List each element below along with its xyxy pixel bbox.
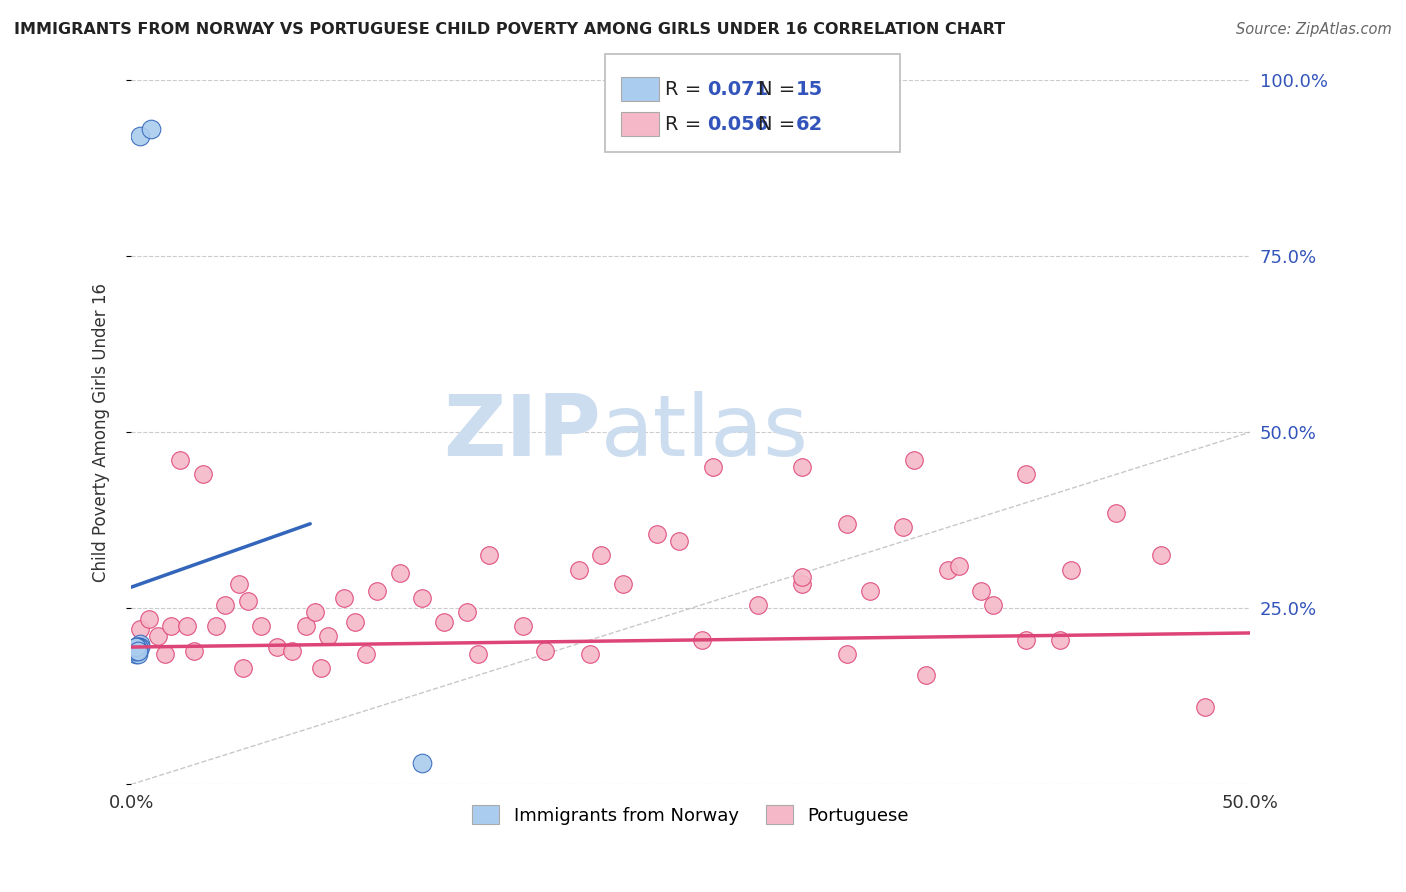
Point (183, 643, 205, 657)
Point (388, 566, 411, 580)
Text: 0.071: 0.071 (707, 79, 769, 99)
Point (792, 569, 814, 583)
Point (281, 643, 304, 657)
Point (1194, 700, 1216, 714)
Point (1049, 633, 1071, 648)
Point (129, 129, 152, 144)
Point (456, 605, 478, 619)
Point (232, 661, 254, 675)
Point (1015, 633, 1038, 648)
Point (176, 619, 198, 633)
Point (512, 619, 534, 633)
Point (191, 467, 214, 482)
Point (228, 576, 250, 591)
Point (266, 640, 288, 654)
Point (668, 534, 690, 549)
Point (129, 636, 152, 650)
Point (936, 563, 959, 577)
Point (1105, 506, 1128, 520)
Point (311, 661, 333, 675)
Point (903, 453, 925, 467)
Point (645, 527, 668, 541)
Point (891, 520, 914, 534)
Point (124, 647, 146, 661)
Text: 0.056: 0.056 (707, 115, 769, 135)
Text: R =: R = (665, 115, 707, 135)
Text: Source: ZipAtlas.com: Source: ZipAtlas.com (1236, 22, 1392, 37)
Point (304, 605, 326, 619)
Point (366, 583, 388, 598)
Point (236, 594, 259, 608)
Point (138, 612, 160, 626)
Point (702, 460, 724, 475)
Text: N =: N = (758, 79, 801, 99)
Point (981, 598, 1004, 612)
Y-axis label: Child Poverty Among Girls Under 16: Child Poverty Among Girls Under 16 (93, 283, 110, 582)
Point (127, 643, 149, 657)
Point (129, 640, 152, 654)
Point (1149, 549, 1171, 563)
Text: 62: 62 (796, 115, 823, 135)
Point (970, 583, 993, 598)
Point (579, 647, 602, 661)
Point (160, 619, 183, 633)
Point (332, 591, 354, 605)
Point (250, 619, 273, 633)
Point (141, 122, 163, 136)
Point (127, 640, 149, 654)
Point (792, 460, 814, 475)
Point (467, 647, 489, 661)
Point (294, 619, 316, 633)
Point (124, 643, 146, 657)
Point (948, 559, 970, 574)
Point (411, 591, 433, 605)
Point (1015, 467, 1038, 482)
Text: ZIP: ZIP (443, 391, 602, 474)
Point (690, 633, 713, 648)
Legend: Immigrants from Norway, Portuguese: Immigrants from Norway, Portuguese (472, 805, 908, 825)
Point (127, 640, 149, 654)
Point (1060, 563, 1083, 577)
Point (411, 756, 433, 771)
Point (837, 647, 859, 661)
Point (478, 549, 501, 563)
Text: 15: 15 (796, 79, 823, 99)
Point (153, 647, 176, 661)
Point (214, 598, 236, 612)
Point (568, 563, 591, 577)
Text: IMMIGRANTS FROM NORWAY VS PORTUGUESE CHILD POVERTY AMONG GIRLS UNDER 16 CORRELAT: IMMIGRANTS FROM NORWAY VS PORTUGUESE CHI… (14, 22, 1005, 37)
Point (343, 615, 366, 630)
Point (124, 640, 146, 654)
Point (129, 623, 152, 637)
Point (837, 516, 859, 531)
Point (169, 453, 191, 467)
Point (914, 668, 936, 682)
Text: R =: R = (665, 79, 707, 99)
Point (354, 647, 377, 661)
Point (124, 643, 146, 657)
Point (858, 583, 880, 598)
Point (534, 643, 557, 657)
Point (591, 549, 613, 563)
Point (127, 647, 149, 661)
Point (612, 576, 634, 591)
Point (146, 630, 169, 644)
Text: N =: N = (758, 115, 801, 135)
Point (433, 615, 456, 630)
Point (124, 640, 146, 654)
Point (316, 630, 339, 644)
Point (747, 598, 769, 612)
Point (127, 643, 149, 657)
Point (792, 576, 814, 591)
Text: atlas: atlas (602, 391, 808, 474)
Point (205, 619, 228, 633)
